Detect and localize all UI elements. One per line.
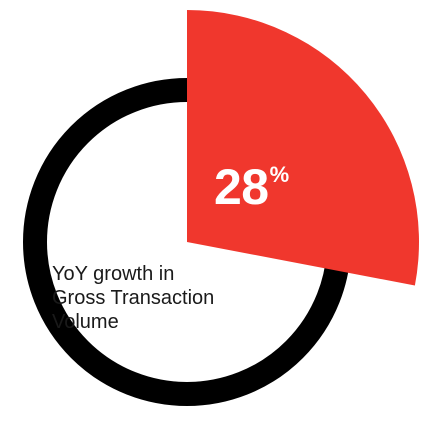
caption-line-2: Gross Transaction [52, 287, 215, 309]
growth-wedge [187, 10, 419, 286]
chart-caption: YoY growth in Gross Transaction Volume [52, 262, 292, 334]
caption-line-1: YoY growth in [52, 263, 175, 285]
caption-line-3: Volume [52, 311, 119, 333]
growth-value-number: 28 [214, 159, 269, 215]
growth-value-label: 28% [214, 162, 289, 212]
growth-value-unit: % [269, 162, 290, 187]
